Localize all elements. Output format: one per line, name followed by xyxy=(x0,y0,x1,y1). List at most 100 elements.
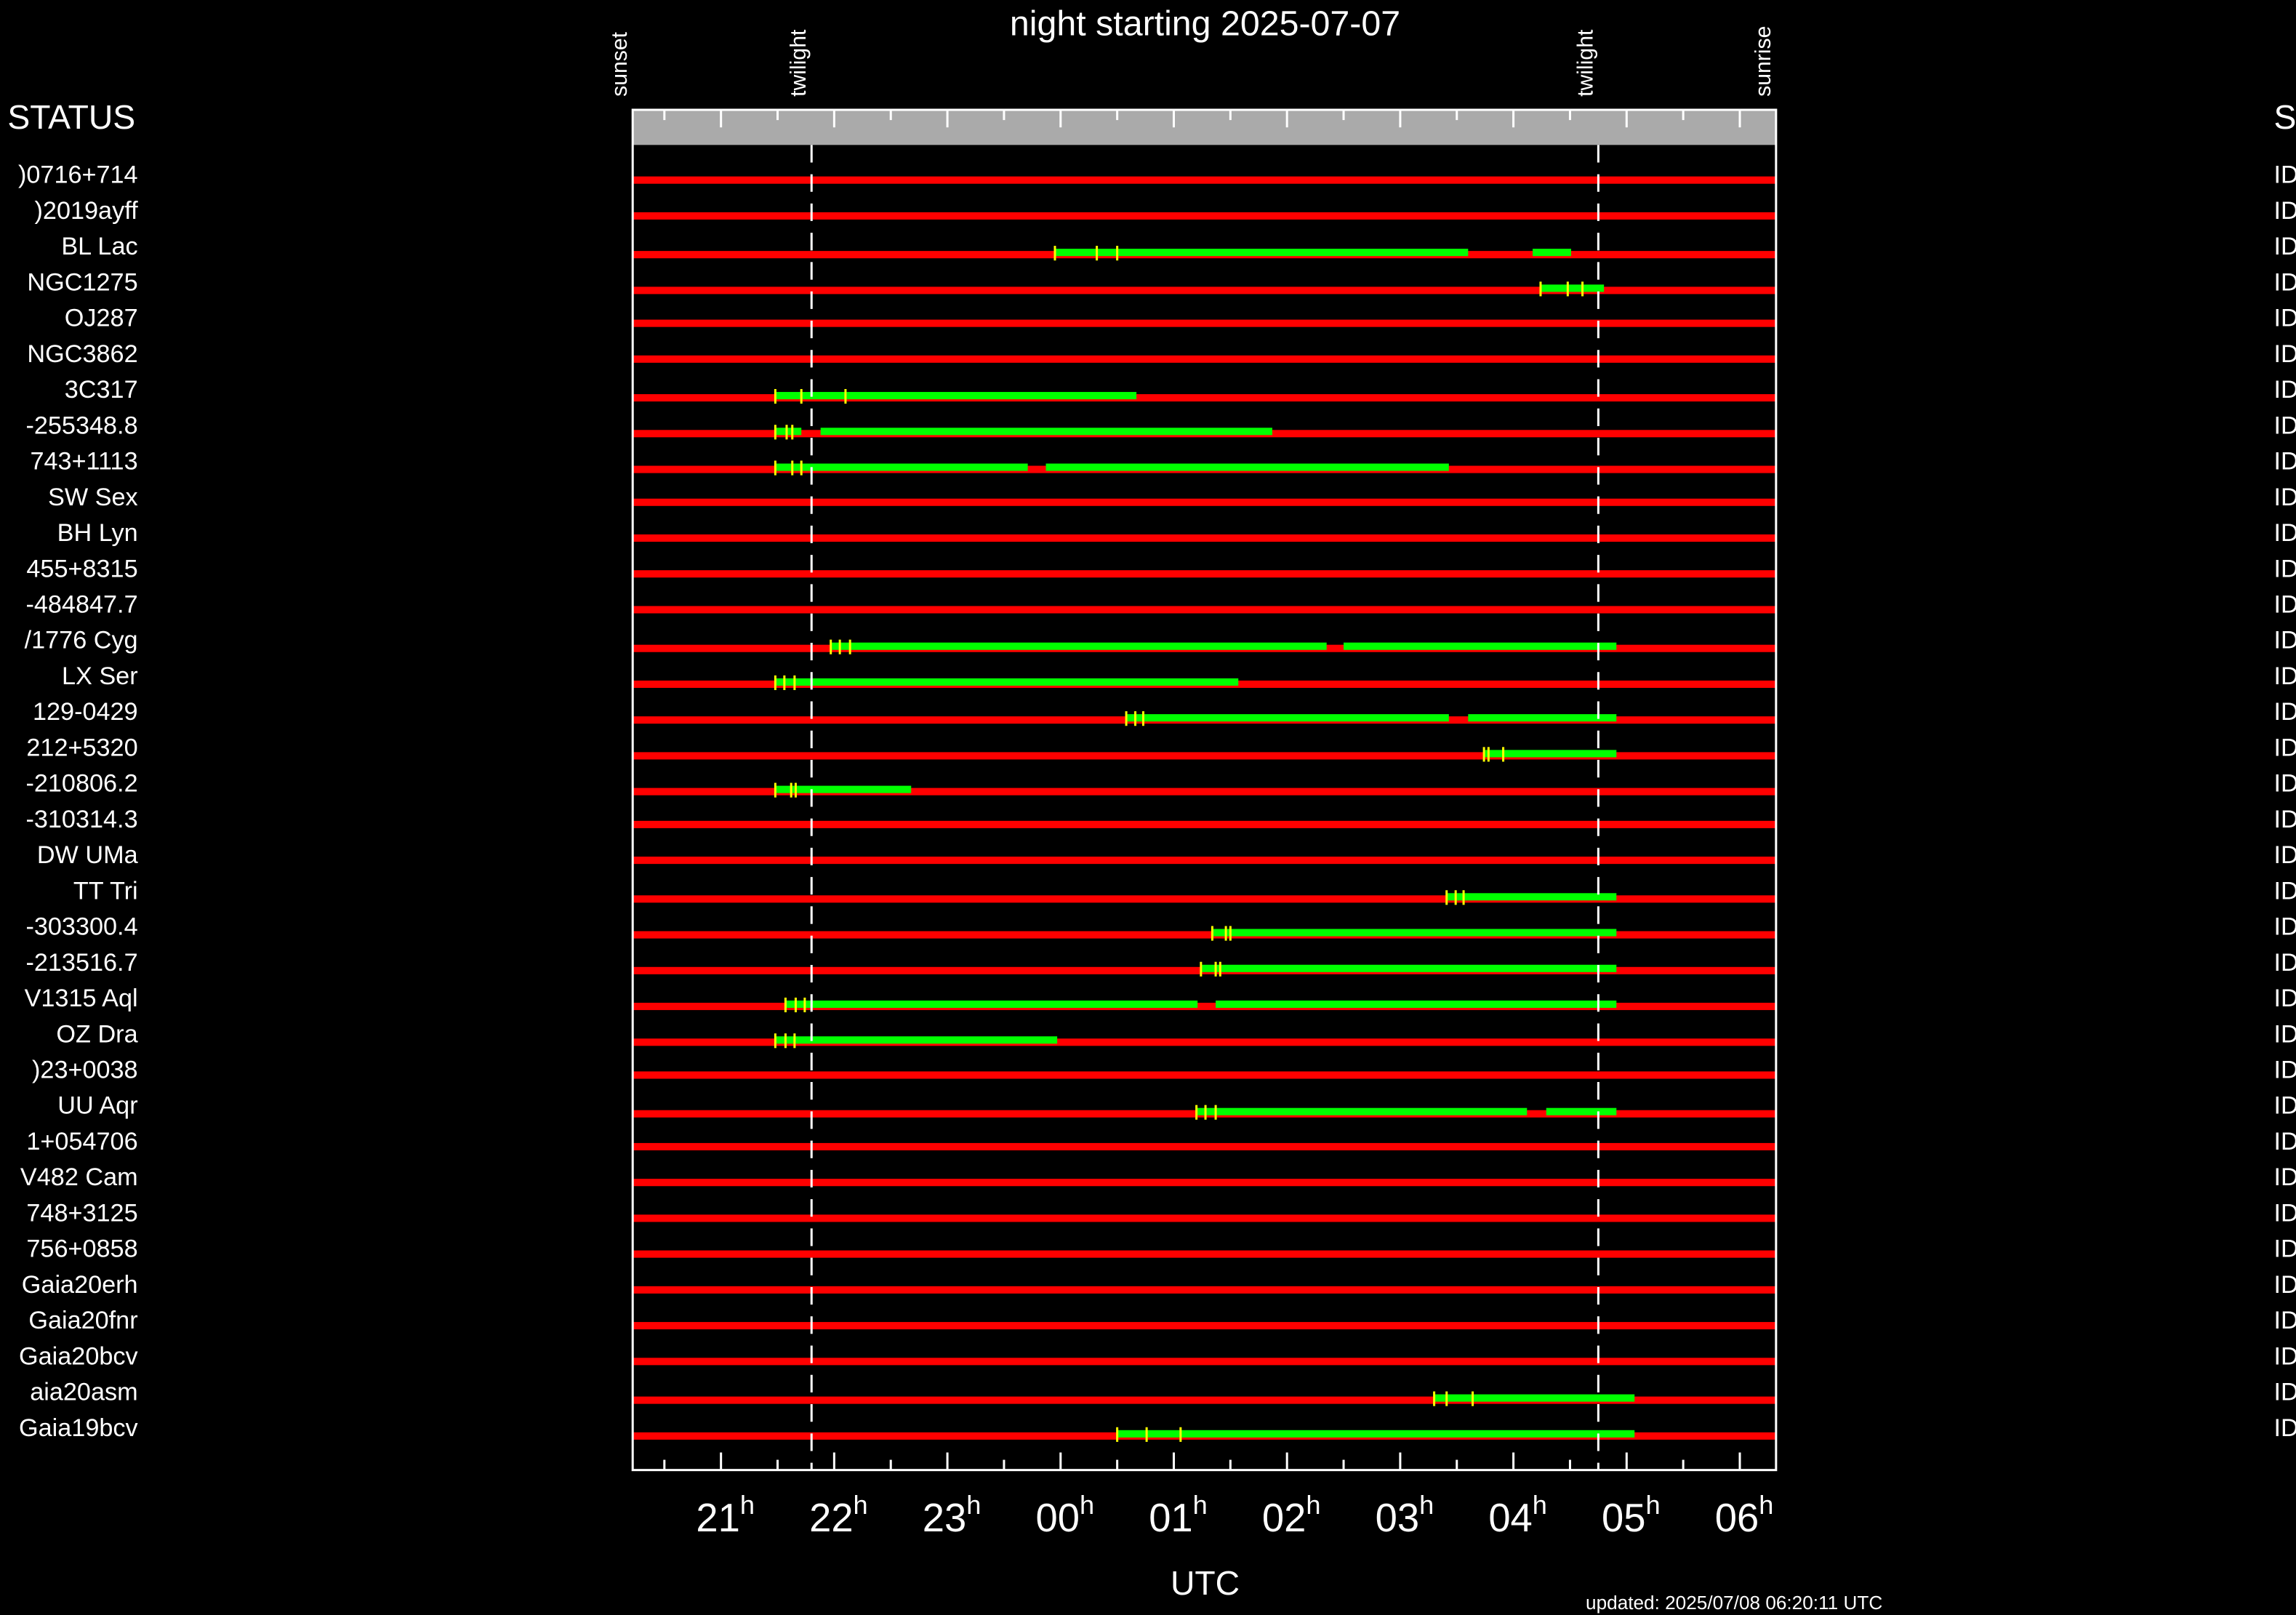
target-status: ID xyxy=(2273,1199,2296,1227)
observable-segment xyxy=(1446,893,1617,901)
observable-segment xyxy=(1546,1107,1617,1115)
x-tick-number: 22 xyxy=(809,1496,853,1540)
x-tick-label: 05h xyxy=(1602,1490,1661,1540)
target-name: 3C317 xyxy=(65,376,138,404)
target-status: ID xyxy=(2273,1235,2296,1263)
observable-segment xyxy=(775,1036,1058,1044)
target-status: ID xyxy=(2273,555,2296,582)
unobservable-bar xyxy=(633,1250,1776,1258)
target-status: ID xyxy=(2273,1163,2296,1191)
unobservable-bar xyxy=(633,1179,1776,1187)
target-name: aia20asm xyxy=(30,1379,137,1406)
unobservable-bar xyxy=(633,1396,1776,1404)
x-tick-unit: h xyxy=(740,1490,755,1520)
target-status: ID xyxy=(2273,484,2296,511)
x-tick-unit: h xyxy=(1419,1490,1434,1520)
target-status: ID xyxy=(2273,734,2296,761)
observable-segment xyxy=(1484,750,1617,758)
target-name: -210806.2 xyxy=(25,770,137,798)
event-label: sunset xyxy=(608,31,632,97)
target-name: OJ287 xyxy=(65,305,138,332)
target-status: ID xyxy=(2273,1307,2296,1334)
x-tick-label: 00h xyxy=(1036,1490,1095,1540)
observable-segment xyxy=(1054,249,1469,257)
target-name: -213516.7 xyxy=(25,949,137,977)
target-status: ID xyxy=(2273,448,2296,476)
unobservable-bar xyxy=(633,1142,1776,1150)
target-status: ID xyxy=(2273,913,2296,941)
target-name: -303300.4 xyxy=(25,913,137,941)
observable-segment xyxy=(775,678,1239,686)
target-status: ID xyxy=(2273,1128,2296,1155)
event-label: sunrise xyxy=(1751,26,1775,97)
target-status: ID xyxy=(2273,233,2296,260)
target-status: ID xyxy=(2273,519,2296,547)
target-status: ID xyxy=(2273,1379,2296,1406)
target-status: ID xyxy=(2273,1271,2296,1299)
unobservable-bar xyxy=(633,752,1776,760)
x-tick-number: 05 xyxy=(1602,1496,1645,1540)
x-tick-unit: h xyxy=(1759,1490,1773,1520)
observable-segment xyxy=(1434,1394,1635,1402)
target-name: UU Aqr xyxy=(57,1092,137,1120)
unobservable-bar xyxy=(633,1214,1776,1222)
target-status: ID xyxy=(2273,1342,2296,1370)
x-tick-number: 23 xyxy=(923,1496,966,1540)
unobservable-bar xyxy=(633,1003,1776,1011)
target-status: ID xyxy=(2273,627,2296,654)
x-tick-number: 04 xyxy=(1488,1496,1532,1540)
unobservable-bar xyxy=(633,1071,1776,1079)
x-tick-unit: h xyxy=(1646,1490,1661,1520)
unobservable-bar xyxy=(633,570,1776,578)
unobservable-bar xyxy=(633,1358,1776,1366)
target-name: 455+8315 xyxy=(26,555,137,582)
target-name: )0716+714 xyxy=(18,161,138,189)
observable-segment xyxy=(830,642,1327,650)
observable-segment xyxy=(820,428,1272,436)
target-name: -255348.8 xyxy=(25,412,137,439)
observable-segment xyxy=(1212,929,1617,937)
x-tick-label: 04h xyxy=(1488,1490,1547,1540)
target-name: 756+0858 xyxy=(26,1235,137,1263)
target-status: ID xyxy=(2273,770,2296,798)
x-tick-label: 03h xyxy=(1376,1490,1434,1540)
target-name: 748+3125 xyxy=(26,1199,137,1227)
unobservable-bar xyxy=(633,1286,1776,1294)
x-axis-label: UTC xyxy=(1171,1564,1240,1602)
unobservable-bar xyxy=(633,895,1776,903)
unobservable-bar xyxy=(633,534,1776,542)
unobservable-bar xyxy=(633,286,1776,294)
target-name: )23+0038 xyxy=(32,1057,138,1084)
target-name: Gaia20fnr xyxy=(28,1307,137,1334)
target-name: 1+054706 xyxy=(26,1128,137,1155)
event-label: twilight xyxy=(1573,29,1597,97)
observable-segment xyxy=(1540,284,1605,292)
x-tick-unit: h xyxy=(1306,1490,1320,1520)
right-header: S xyxy=(2273,98,2296,136)
observable-segment xyxy=(1126,714,1449,722)
x-tick-number: 21 xyxy=(696,1496,739,1540)
x-tick-unit: h xyxy=(1193,1490,1208,1520)
target-status: ID xyxy=(2273,412,2296,439)
target-status: ID xyxy=(2273,806,2296,833)
x-tick-label: 21h xyxy=(696,1490,755,1540)
observable-segment xyxy=(775,785,912,793)
observable-segment xyxy=(1045,463,1449,471)
unobservable-bar xyxy=(633,319,1776,327)
chart-title: night starting 2025-07-07 xyxy=(1010,4,1400,43)
x-tick-label: 23h xyxy=(923,1490,982,1540)
unobservable-bar xyxy=(633,857,1776,865)
target-status: ID xyxy=(2273,590,2296,618)
unobservable-bar xyxy=(633,1038,1776,1046)
unobservable-bar xyxy=(633,498,1776,506)
unobservable-bar xyxy=(633,788,1776,796)
target-name: BH Lyn xyxy=(57,519,138,547)
target-name: BL Lac xyxy=(61,233,137,260)
target-status: ID xyxy=(2273,662,2296,690)
observable-segment xyxy=(785,1000,1198,1009)
x-tick-number: 06 xyxy=(1715,1496,1759,1540)
target-status: ID xyxy=(2273,1092,2296,1120)
observable-segment xyxy=(775,392,1137,400)
